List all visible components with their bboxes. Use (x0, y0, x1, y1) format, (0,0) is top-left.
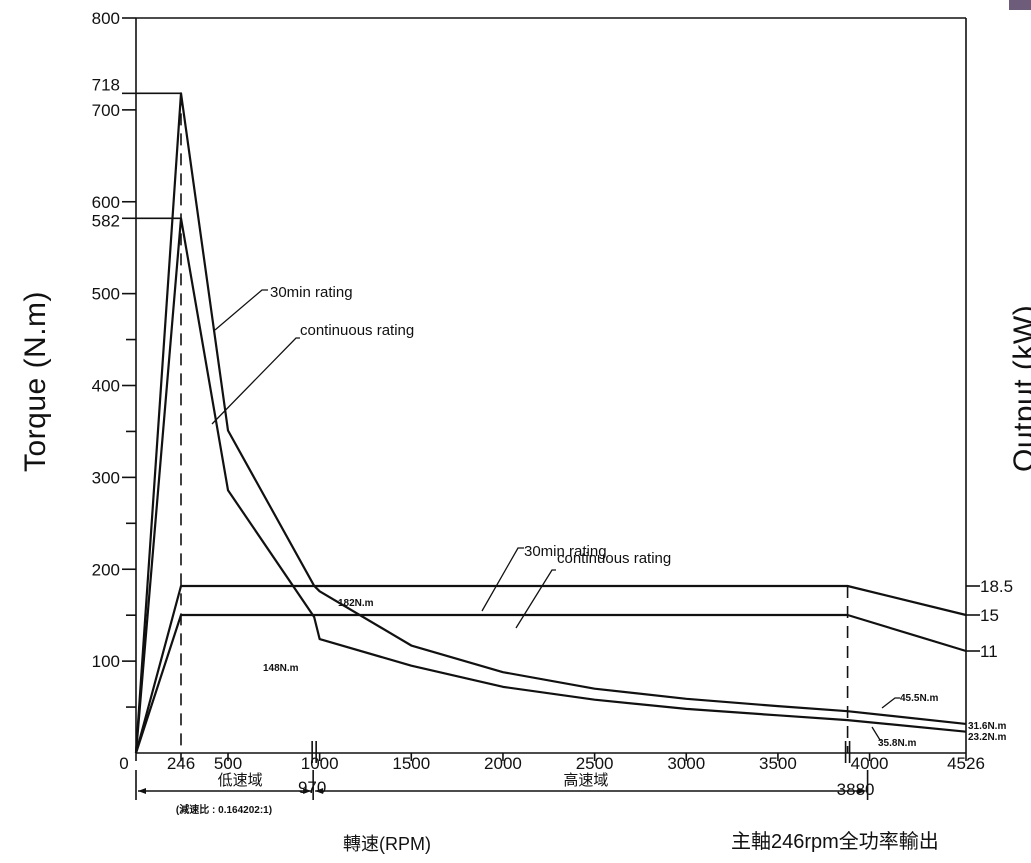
y-left-tick-label-200: 200 (92, 560, 120, 579)
footnote: 主軸246rpm全功率輸出 (731, 831, 939, 853)
x-tick-label-246: 246 (167, 754, 195, 773)
arrowhead-high-right (857, 788, 866, 794)
annotation-232nm: 23.2N.m (968, 732, 1006, 743)
x-tick-label-1500: 1500 (392, 754, 430, 773)
annotation-torque-cont: continuous rating (300, 322, 414, 339)
annotation-316nm: 31.6N.m (968, 721, 1006, 732)
leader-power-30min (481, 547, 524, 612)
annotation-455nm: 45.5N.m (900, 693, 938, 704)
x-special-label-970: 970 (298, 778, 326, 797)
y-right-tick-label-15: 15 (980, 606, 999, 625)
annotation-power-30min: 30min rating (524, 543, 607, 560)
y-left-special-label-718: 718 (92, 75, 120, 94)
corner-marker (1009, 0, 1031, 10)
gear-ratio-note: (減速比 : 0.164202:1) (176, 803, 272, 816)
arrowhead-high-left (315, 788, 324, 794)
annotation-182nm: 182N.m (338, 598, 374, 609)
x-tick-label-1000: 1000 (301, 754, 339, 773)
x-tick-label-3000: 3000 (667, 754, 705, 773)
x-tick-label-500: 500 (214, 754, 242, 773)
y-left-tick-label-300: 300 (92, 468, 120, 487)
y-left-tick-label-100: 100 (92, 652, 120, 671)
region-label-high: 高速域 (563, 772, 608, 789)
x-tick-label-3500: 3500 (759, 754, 797, 773)
leader-torque-30min (214, 289, 268, 331)
x-tick-label-4526: 4526 (947, 754, 985, 773)
y-left-special-label-582: 582 (92, 211, 120, 230)
x-tick-label-4000: 4000 (851, 754, 889, 773)
annotation-358nm: 35.8N.m (878, 738, 916, 749)
power-line-continuous (134, 613, 967, 754)
region-label-low: 低速域 (218, 772, 263, 789)
x-tick-label-2000: 2000 (484, 754, 522, 773)
y-left-tick-label-800: 800 (92, 9, 120, 28)
leader-358 (871, 726, 882, 741)
power-line-30min (134, 584, 967, 754)
annotation-148nm: 148N.m (263, 663, 299, 674)
arrowhead-low-left (138, 788, 146, 794)
y-left-tick-label-700: 700 (92, 101, 120, 120)
arrowhead-low-right (303, 788, 312, 794)
x-axis-label: 轉速(RPM) (343, 834, 431, 854)
torque-line-continuous (134, 217, 967, 754)
leader-power-cont (515, 569, 556, 629)
leader-455 (881, 697, 900, 709)
x-tick-label-2500: 2500 (576, 754, 614, 773)
leader-torque-cont (211, 337, 300, 425)
y-left-tick-label-400: 400 (92, 377, 120, 396)
annotation-power-cont: continuous rating (557, 550, 671, 567)
torque-line-30min (134, 92, 967, 754)
y-left-tick-label-500: 500 (92, 285, 120, 304)
annotation-torque-30min: 30min rating (270, 284, 353, 301)
y-right-tick-label-11: 11 (980, 642, 998, 661)
y-right-tick-label-18.5: 18.5 (980, 577, 1013, 596)
x-special-label-3880: 3880 (837, 780, 875, 799)
y-left-tick-label-600: 600 (92, 193, 120, 212)
x-tick-label-0: 0 (119, 754, 128, 773)
